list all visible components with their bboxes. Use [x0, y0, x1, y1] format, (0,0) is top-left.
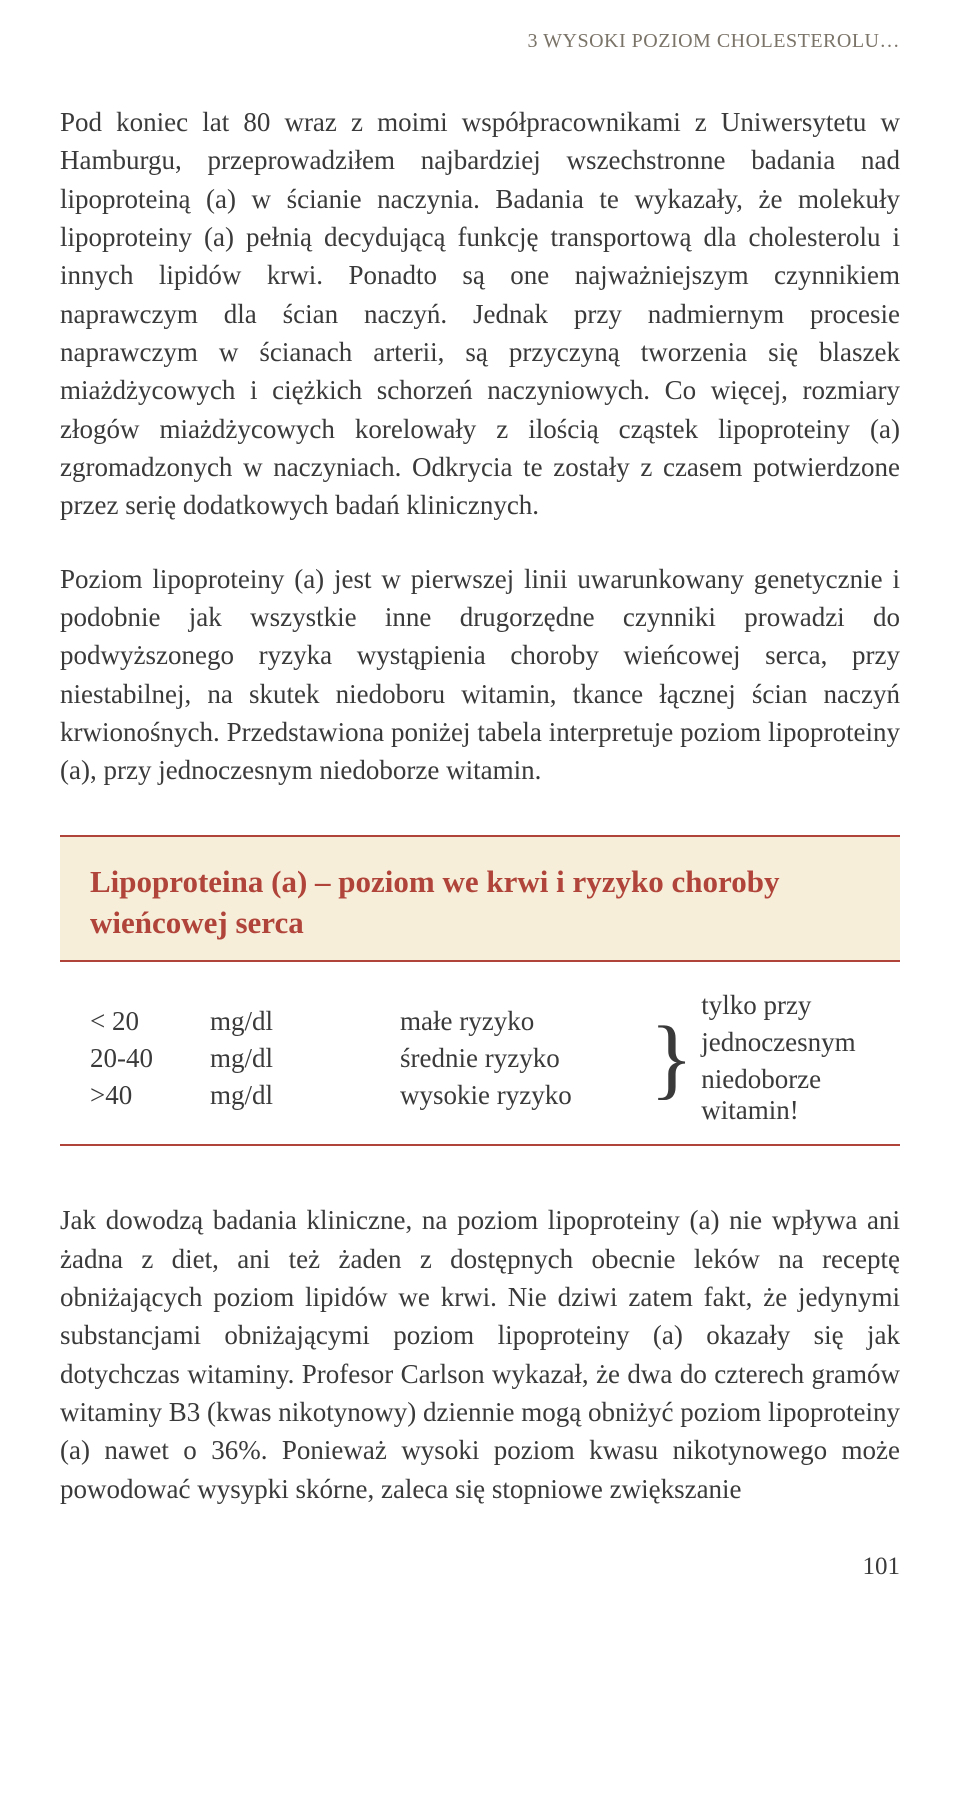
risk-1: średnie ryzyko [400, 1043, 650, 1074]
risk-0: małe ryzyko [400, 1006, 650, 1037]
col-range: < 20 20-40 >40 [90, 1006, 210, 1111]
note-line-2: niedoborze witamin! [701, 1064, 870, 1126]
col-risk: małe ryzyko średnie ryzyko wysokie ryzyk… [400, 1006, 650, 1111]
note-line-1: jednoczesnym [701, 1027, 870, 1058]
risk-table-columns: < 20 20-40 >40 mg/dl mg/dl mg/dl małe ry… [90, 1006, 650, 1111]
unit-1: mg/dl [210, 1043, 400, 1074]
info-box-title: Lipoproteina (a) – poziom we krwi i ryzy… [90, 861, 870, 945]
col-note: tylko przy jednoczesnym niedoborze witam… [701, 990, 870, 1126]
note-line-0: tylko przy [701, 990, 870, 1021]
risk-table: < 20 20-40 >40 mg/dl mg/dl mg/dl małe ry… [90, 990, 870, 1126]
page-number: 101 [60, 1553, 900, 1581]
risk-2: wysokie ryzyko [400, 1080, 650, 1111]
risk-table-wrapper: < 20 20-40 >40 mg/dl mg/dl mg/dl małe ry… [60, 972, 900, 1146]
range-2: >40 [90, 1080, 210, 1111]
col-unit: mg/dl mg/dl mg/dl [210, 1006, 400, 1111]
range-1: 20-40 [90, 1043, 210, 1074]
info-box: Lipoproteina (a) – poziom we krwi i ryzy… [60, 835, 900, 963]
chapter-header: 3 WYSOKI POZIOM CHOLESTEROLU… [60, 30, 900, 53]
paragraph-3: Jak dowodzą badania kliniczne, na poziom… [60, 1201, 900, 1508]
paragraph-2: Poziom lipoproteiny (a) jest w pierwszej… [60, 560, 900, 790]
unit-0: mg/dl [210, 1006, 400, 1037]
paragraph-1: Pod koniec lat 80 wraz z moimi współprac… [60, 103, 900, 525]
brace-icon: } [650, 1027, 701, 1090]
unit-2: mg/dl [210, 1080, 400, 1111]
range-0: < 20 [90, 1006, 210, 1037]
